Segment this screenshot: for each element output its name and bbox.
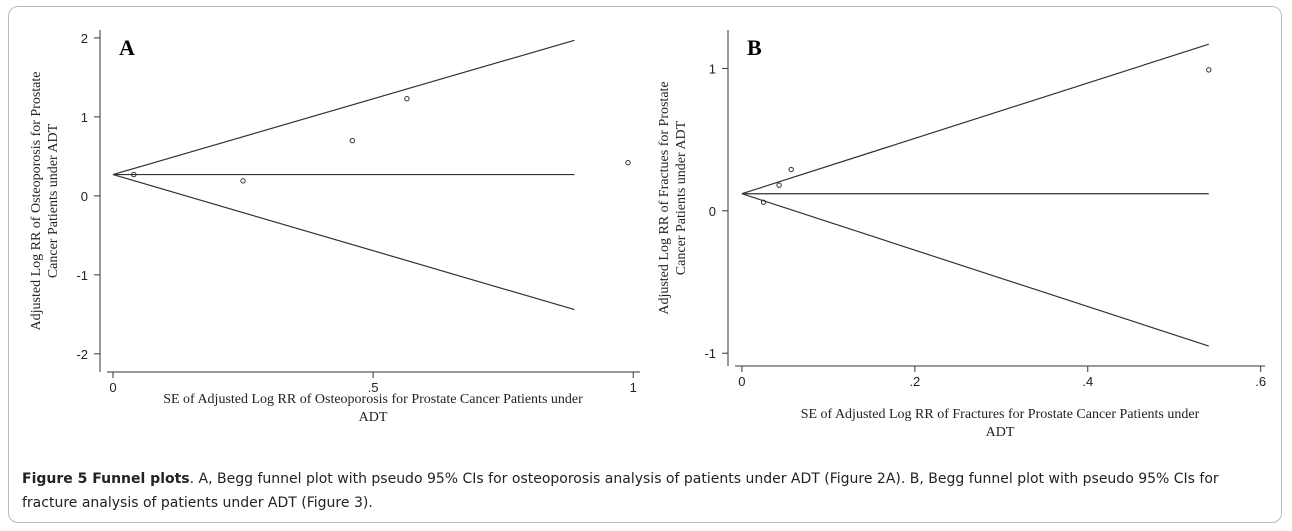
y-tick-label: -1 [76,268,88,283]
point [788,166,794,173]
x-axis-label: ADT [359,410,388,425]
panel-label: B [747,35,762,60]
x-tick-label: .4 [1082,374,1093,389]
caption-title: Figure 5 Funnel plots [22,471,190,487]
y-axis-label: Cancer Patients under ADT [46,123,61,278]
y-tick-label: 1 [709,61,716,76]
chart: -2 -1 0 1 2 0 .5 1 A SE of Adjusted Log RR of Ost… [29,30,1266,440]
y-tick-label: -1 [704,346,716,361]
y-tick-label: 0 [81,189,88,204]
y-axis-label: Adjusted Log RR of Fractues for Prostate [657,81,672,314]
x-axis-label: ADT [986,425,1015,440]
y-tick-label: -2 [76,347,88,362]
x-axis-label: SE of Adjusted Log RR of Osteoporosis fo… [163,392,583,407]
point [349,137,355,144]
x-tick-label: 0 [738,374,745,389]
point [776,182,782,188]
figure-frame [8,6,1282,523]
funnel-lower [112,173,575,311]
y-tick-label: 1 [81,110,88,125]
point [1206,67,1212,73]
caption: Figure 5 Funnel plots. A, Begg funnel pl… [22,467,1272,515]
y-axis-label: Cancer Patients under ADT [674,120,689,275]
funnel-upper [741,43,1209,195]
funnel-upper [112,39,575,176]
point [760,199,767,205]
y-axis-label: Adjusted Log RR of Osteoporosis for Pros… [29,72,44,331]
point [240,178,246,184]
point [625,159,631,166]
funnel-lower [741,193,1209,347]
x-tick-label: .6 [1255,374,1266,389]
x-tick-label: 1 [630,380,637,395]
x-tick-label: 0 [109,380,116,395]
caption-text: . A, Begg funnel plot with pseudo 95% CI… [22,471,1219,511]
y-tick-label: 0 [709,204,716,219]
x-tick-label: .5 [368,380,379,395]
y-tick-label: 2 [81,31,88,46]
x-tick-label: .2 [909,374,920,389]
panel-label: A [119,35,135,60]
x-axis-label: SE of Adjusted Log RR of Fractures for P… [801,407,1200,422]
point [404,96,410,102]
